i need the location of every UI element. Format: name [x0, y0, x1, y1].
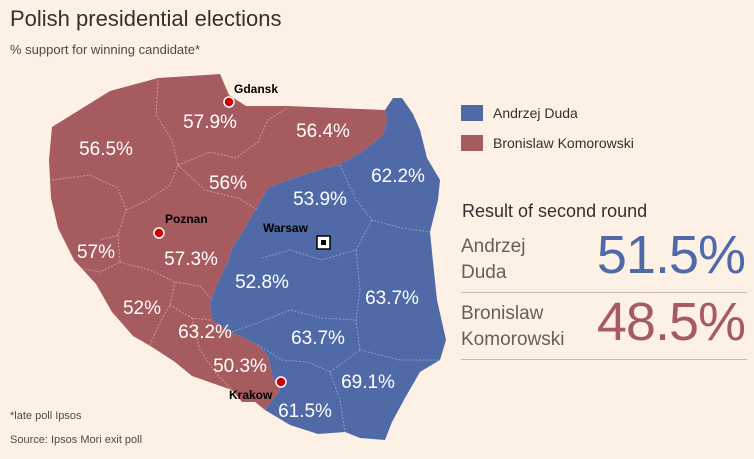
region-label-greater-poland: 57.3% — [164, 249, 218, 270]
legend-label-duda: Andrzej Duda — [493, 105, 578, 121]
page-subtitle: % support for winning candidate* — [10, 42, 201, 57]
result-row-duda: Andrzej Duda 51.5% — [461, 225, 747, 293]
result-name-duda-line1: Andrzej — [461, 236, 526, 257]
region-label-west-pomeranian: 56.5% — [79, 139, 133, 160]
result-row-komorowski: Bronislaw Komorowski 48.5% — [461, 292, 747, 360]
city-poznan: Poznan — [153, 212, 208, 239]
region-label-lesser-poland: 61.5% — [278, 401, 332, 422]
region-label-lubusz: 57% — [77, 242, 115, 263]
capital-marker-dot — [321, 240, 326, 245]
result-name-duda: Andrzej Duda — [461, 234, 525, 286]
legend: Andrzej Duda Bronislaw Komorowski — [461, 98, 634, 158]
region-label-podlaskie: 62.2% — [371, 166, 425, 187]
city-label-gdansk: Gdansk — [234, 82, 278, 96]
city-label-warsaw: Warsaw — [263, 221, 309, 235]
region-label-subcarpathian: 69.1% — [341, 372, 395, 393]
source-note: Source: Ipsos Mori exit poll — [10, 434, 143, 446]
result-name-komorowski: Bronislaw Komorowski — [461, 301, 564, 353]
legend-swatch-komorowski — [461, 135, 483, 151]
region-borders — [51, 79, 288, 391]
city-gdansk: Gdansk — [223, 82, 278, 108]
city-dot-krakow — [275, 376, 287, 388]
result-name-komorowski-line1: Bronislaw — [461, 303, 544, 324]
legend-label-komorowski: Bronislaw Komorowski — [493, 135, 634, 151]
region-label-swietokrzyskie: 63.7% — [291, 328, 345, 349]
region-label-silesian: 50.3% — [213, 356, 267, 377]
region-label-lodz: 52.8% — [235, 272, 289, 293]
result-name-duda-line2: Duda — [461, 262, 507, 283]
city-krakow: Krakow — [229, 376, 287, 402]
region-label-warmian-masurian: 56.4% — [296, 121, 350, 142]
region-label-lower-silesian: 52% — [123, 298, 161, 319]
legend-item-komorowski: Bronislaw Komorowski — [461, 128, 634, 158]
result-name-komorowski-line2: Komorowski — [461, 329, 565, 350]
region-label-opole: 63.2% — [178, 322, 232, 343]
region-label-lublin: 63.7% — [365, 288, 419, 309]
legend-item-duda: Andrzej Duda — [461, 98, 634, 128]
duda-area — [210, 98, 446, 440]
city-label-poznan: Poznan — [165, 212, 208, 226]
region-borders-east — [231, 164, 440, 433]
poland-map: 56.5% 57.9% 56.4% 56% 57% 57.3% 52% 63.2… — [49, 74, 446, 440]
city-dot-poznan — [153, 227, 165, 239]
region-label-pomeranian: 57.9% — [183, 112, 237, 133]
region-label-kuyavian-pomeranian: 56% — [209, 173, 247, 194]
result-pct-duda: 51.5% — [596, 225, 746, 285]
komorowski-area — [49, 74, 387, 410]
result-pct-komorowski: 48.5% — [596, 292, 746, 352]
city-dot-gdansk — [223, 96, 235, 108]
results-title: Result of second round — [462, 201, 648, 221]
page-title: Polish presidential elections — [10, 6, 282, 31]
city-label-krakow: Krakow — [229, 388, 273, 402]
city-warsaw: Warsaw — [263, 221, 331, 250]
region-label-masovian: 53.9% — [293, 189, 347, 210]
footnote: *late poll Ipsos — [10, 410, 82, 422]
legend-swatch-duda — [461, 105, 483, 121]
